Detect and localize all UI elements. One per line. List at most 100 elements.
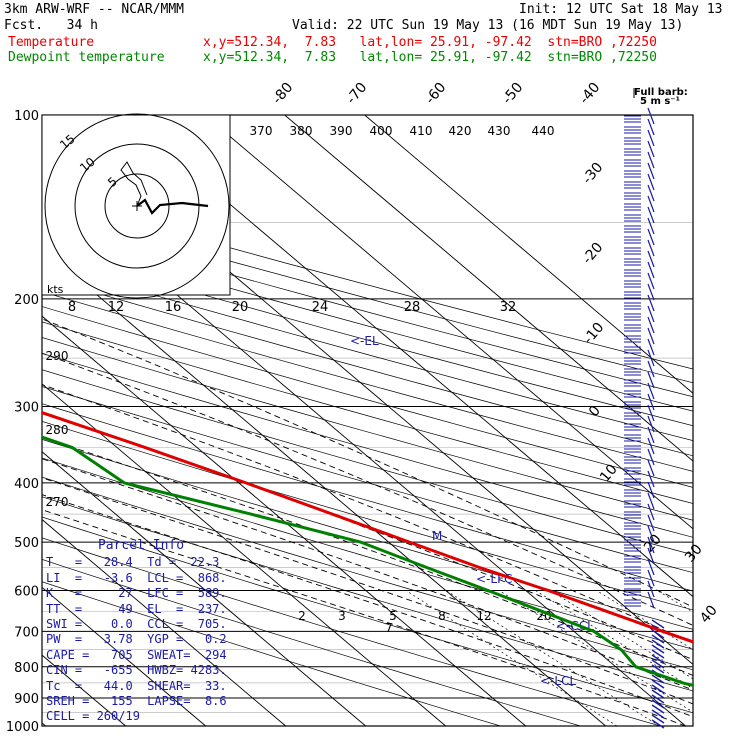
- wind-barb: [647, 217, 655, 235]
- wind-barb: [647, 283, 655, 301]
- pressure-label: 100: [14, 109, 39, 124]
- wind-barb: [647, 448, 655, 466]
- speed-label: 24: [312, 300, 329, 315]
- isotherm-label: 30: [682, 541, 706, 565]
- wind-barb: [647, 272, 655, 290]
- dry-adiabat-line: [42, 221, 693, 398]
- theta-label: 370: [250, 124, 273, 138]
- dry-adiabat-line: [42, 403, 693, 592]
- wind-barb-low: [651, 629, 665, 639]
- el-marker: <-EL: [350, 334, 379, 348]
- wind-barb: [647, 415, 655, 433]
- init-time: Init: 12 UTC Sat 18 May 13: [519, 2, 723, 17]
- mixing-ratio-label: 3: [338, 609, 346, 623]
- wind-barb-low: [651, 644, 665, 654]
- mixing-ratio-label: 5: [389, 609, 397, 623]
- wind-barb: [647, 206, 655, 224]
- dry-adiabat-line: [42, 420, 693, 611]
- dry-adiabat-line: [42, 321, 693, 504]
- parcel-row: PW = 3.78 YGP = 0.2: [46, 632, 227, 647]
- hodograph-units: kts: [47, 283, 64, 296]
- m-marker: M: [432, 529, 442, 543]
- ccl-marker: <-CCL: [556, 619, 594, 633]
- lfc-marker: <-LFC: [476, 572, 512, 586]
- dry-adiabat-line: [42, 439, 693, 630]
- moist-adiabat-line: [42, 458, 693, 691]
- pressure-label: 1000: [6, 720, 39, 735]
- dry-adiabat-line: [42, 457, 693, 650]
- parcel-row: CAPE = 705 SWEAT= 294: [46, 647, 227, 662]
- wind-barb-low: [651, 634, 665, 644]
- wind-barb: [647, 558, 655, 576]
- mixing-ratio-label: 7: [385, 621, 393, 635]
- wind-barb: [647, 349, 655, 367]
- wind-barb: [647, 228, 655, 246]
- isotherm-line: [124, 115, 693, 598]
- mixing-ratio-line: [498, 590, 693, 713]
- wind-barb-low: [651, 694, 665, 704]
- dry-adiabat-line: [42, 516, 693, 714]
- pressure-label: 700: [14, 625, 39, 640]
- wind-barb: [647, 250, 655, 268]
- model-title: 3km ARW-WRF -- NCAR/MMM: [4, 2, 185, 17]
- isotherm-line: [42, 315, 526, 726]
- dry-adiabat-line: [42, 353, 693, 538]
- wind-barb: [647, 261, 655, 279]
- speed-label: 8: [68, 300, 76, 315]
- wind-barb: [647, 140, 655, 158]
- dewpoint-location-info: x,y=512.34, 7.83 lat,lon= 25.91, -97.42 …: [203, 50, 657, 65]
- wind-barb: [647, 591, 655, 609]
- parcel-row: K = 27 LFC = 589.: [46, 586, 227, 601]
- mixing-ratio-line: [657, 590, 693, 613]
- wind-barb: [647, 492, 655, 510]
- speed-label: 32: [500, 300, 517, 315]
- barb-legend-units: 5 m s⁻¹: [640, 96, 680, 107]
- isotherm-label: -10: [580, 320, 607, 348]
- wind-barb: [647, 426, 655, 444]
- dry-adiabat-line: [42, 581, 501, 726]
- theta-label: 410: [410, 124, 433, 138]
- moist-adiabat-line: [42, 509, 686, 726]
- isotherm-label: -40: [576, 80, 603, 108]
- isotherm-line: [42, 586, 206, 726]
- wind-barb: [647, 481, 655, 499]
- dry-adiabat-line: [42, 207, 693, 384]
- dry-adiabat-line: [42, 476, 693, 671]
- parcel-row: CIN = -655 HWBZ= 4283.: [46, 663, 227, 678]
- wind-barb: [647, 536, 655, 554]
- pressure-label: 400: [14, 477, 39, 492]
- isotherm-label: -20: [579, 240, 606, 268]
- wind-barb: [647, 129, 655, 147]
- isotherm-line: [42, 247, 606, 726]
- hodograph-trace-upper: [120, 161, 148, 207]
- lcl-marker: <-LCL: [540, 674, 576, 688]
- isotherm-label: -60: [422, 80, 449, 108]
- dewpoint-line: [42, 435, 693, 687]
- dry-adiabat-line: [42, 496, 693, 692]
- isotherm-line: [204, 115, 693, 530]
- forecast-hour: Fcst. 34 h: [4, 18, 98, 33]
- wind-barb: [647, 382, 655, 400]
- isotherm-line: [364, 115, 693, 394]
- wind-barb: [647, 118, 655, 136]
- dewpoint-legend-label: Dewpoint temperature: [8, 50, 165, 65]
- isotherm-line: [42, 451, 366, 726]
- mixing-ratio-label: 2: [298, 609, 306, 623]
- moist-adiabat-line: [42, 352, 693, 626]
- dry-adiabat-line: [42, 559, 581, 726]
- wind-barb: [647, 525, 655, 543]
- mixing-ratio-line: [596, 590, 693, 650]
- theta-label: 430: [488, 124, 511, 138]
- dry-adiabat-line: [42, 276, 693, 457]
- wind-barb: [647, 503, 655, 521]
- wind-barb: [647, 316, 655, 334]
- temperature-line: [42, 411, 693, 644]
- theta-label: 270: [46, 495, 69, 509]
- parcel-row: Tc = 44.0 SHEAR= 33.: [46, 678, 227, 693]
- wind-barb: [647, 470, 655, 488]
- wind-barb-low: [651, 664, 665, 674]
- parcel-row: TT = 49 EL = 237.: [46, 601, 227, 616]
- isotherm-label: -70: [343, 80, 370, 108]
- pressure-label: 500: [14, 536, 39, 551]
- speed-label: 20: [232, 300, 249, 315]
